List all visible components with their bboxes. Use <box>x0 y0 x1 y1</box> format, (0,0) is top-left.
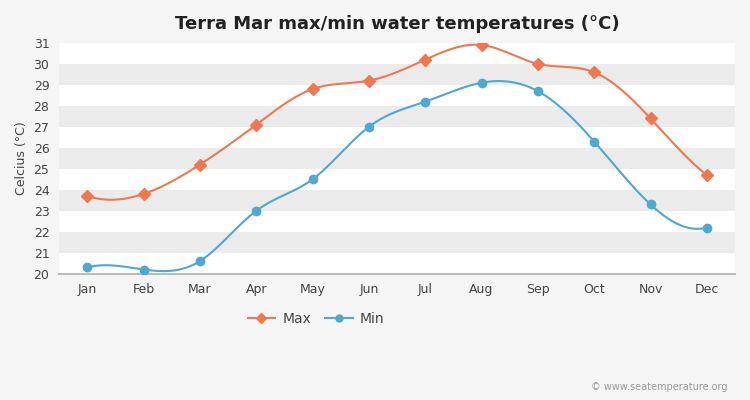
Bar <box>59 127 735 148</box>
Bar <box>59 64 735 85</box>
Bar <box>59 43 735 64</box>
Bar <box>59 211 735 232</box>
Bar <box>59 85 735 106</box>
Bar <box>59 106 735 127</box>
Text: © www.seatemperature.org: © www.seatemperature.org <box>591 382 728 392</box>
Bar <box>59 232 735 253</box>
Bar <box>59 148 735 169</box>
Bar <box>59 253 735 274</box>
Bar <box>59 169 735 190</box>
Y-axis label: Celcius (°C): Celcius (°C) <box>15 122 28 195</box>
Bar <box>59 190 735 211</box>
Title: Terra Mar max/min water temperatures (°C): Terra Mar max/min water temperatures (°C… <box>175 15 620 33</box>
Legend: Max, Min: Max, Min <box>242 306 390 331</box>
